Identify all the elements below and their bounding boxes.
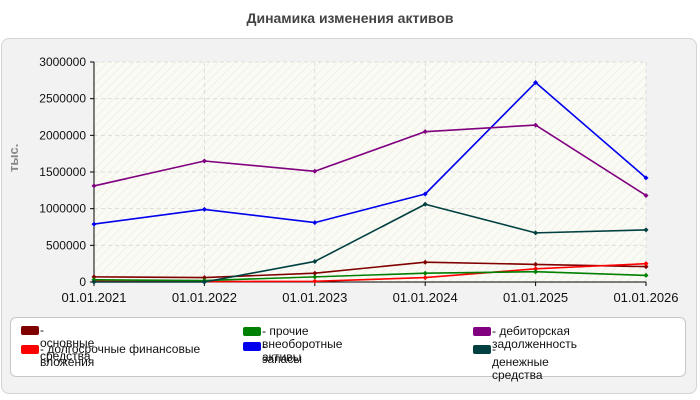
data-point xyxy=(91,183,97,189)
series-line xyxy=(93,124,647,197)
data-point xyxy=(422,191,428,197)
legend-swatch xyxy=(21,326,39,335)
y-tick-label: 500000 xyxy=(46,238,86,252)
chart-plot: 0 500000 1000000 1500000 2000000 2500000 30000… xyxy=(39,55,678,305)
data-point xyxy=(201,158,207,164)
legend-swatch xyxy=(243,342,261,351)
data-point xyxy=(201,206,207,212)
data-point xyxy=(91,221,97,227)
legend-label: - запасы xyxy=(262,339,302,366)
data-point xyxy=(201,279,207,285)
data-point xyxy=(643,261,649,267)
legend: - основные средства - долгосрочные финан… xyxy=(10,317,686,382)
data-point xyxy=(643,192,649,198)
legend-label: - дебиторская задолженность xyxy=(492,324,577,351)
data-point xyxy=(533,269,539,275)
series-line xyxy=(93,81,647,225)
data-point xyxy=(533,261,539,267)
legend-label: - прочие внеоборотные активы xyxy=(262,324,343,364)
data-point xyxy=(91,279,97,285)
series-line xyxy=(93,270,647,282)
data-point xyxy=(422,259,428,265)
data-point xyxy=(643,175,649,181)
chart-title: Динамика изменения активов xyxy=(246,10,454,26)
data-point xyxy=(422,270,428,276)
y-tick-label: 1500000 xyxy=(39,165,86,179)
data-point xyxy=(312,220,318,226)
data-point xyxy=(422,129,428,135)
x-tick-label: 01.01.2023 xyxy=(282,290,347,305)
y-tick-label: 0 xyxy=(79,275,86,289)
legend-swatch xyxy=(473,327,491,336)
data-point xyxy=(312,274,318,280)
data-point xyxy=(422,201,428,207)
data-point xyxy=(643,227,649,233)
y-axis-label: тыс. xyxy=(6,143,21,172)
legend-swatch xyxy=(21,345,39,354)
series-line xyxy=(94,203,647,283)
x-tick-label: 01.01.2021 xyxy=(61,290,126,305)
legend-swatch xyxy=(243,327,261,336)
x-tick-label: 01.01.2024 xyxy=(393,290,458,305)
data-point xyxy=(533,230,539,236)
data-point xyxy=(533,122,539,128)
data-point xyxy=(312,278,318,284)
x-tick-label: 01.01.2025 xyxy=(503,290,568,305)
data-point xyxy=(312,258,318,264)
y-tick-label: 1000000 xyxy=(39,202,86,216)
data-point xyxy=(91,274,97,280)
data-point xyxy=(312,270,318,276)
x-tick-label: 01.01.2026 xyxy=(613,290,678,305)
data-point xyxy=(533,80,539,86)
y-tick-label: 2500000 xyxy=(39,92,86,106)
x-tick-label: 01.01.2022 xyxy=(172,290,237,305)
y-tick-label: 2000000 xyxy=(39,128,86,142)
series-line xyxy=(93,261,647,279)
data-point xyxy=(422,275,428,281)
data-point xyxy=(312,168,318,174)
legend-label: - основные средства xyxy=(40,323,95,363)
data-point xyxy=(643,272,649,278)
y-tick-label: 3000000 xyxy=(39,55,86,69)
data-point xyxy=(533,266,539,272)
legend-label: - долгосрочные финансовые вложения xyxy=(40,342,201,369)
data-point xyxy=(201,275,207,281)
legend-label: - денежные средства xyxy=(492,342,549,382)
legend-swatch xyxy=(473,345,491,354)
data-point xyxy=(643,264,649,270)
